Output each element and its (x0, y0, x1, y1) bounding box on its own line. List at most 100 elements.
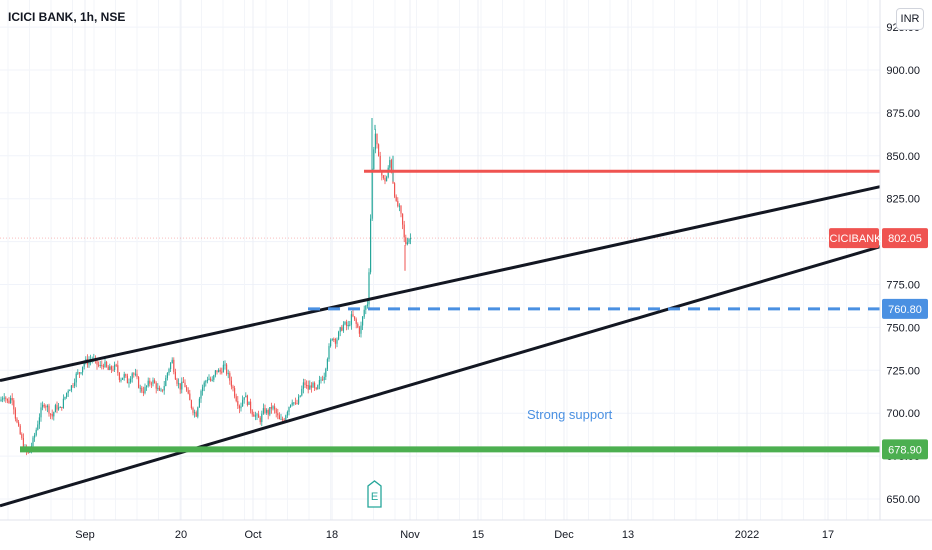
candle-body (328, 346, 330, 360)
candle-body (50, 413, 52, 415)
candle-body (334, 338, 336, 344)
candle-body (11, 398, 13, 401)
candle-body (203, 382, 205, 388)
currency-badge[interactable]: INR (896, 8, 924, 30)
candle-body (290, 404, 292, 408)
candle-body (142, 391, 144, 393)
candle-body (259, 417, 261, 423)
candle-body (309, 385, 311, 390)
candle-body (302, 382, 304, 389)
candle-body (306, 385, 308, 387)
candle-body (54, 405, 56, 413)
grid (0, 0, 880, 520)
candle-body (322, 379, 324, 381)
channel-upper-line (0, 185, 881, 383)
candle-body (318, 380, 320, 386)
candle-body (80, 372, 82, 374)
time-tick-label: 18 (326, 529, 338, 541)
candle-body (288, 407, 290, 412)
candle-body (21, 434, 23, 439)
candle-body (147, 380, 149, 386)
candle-body (277, 413, 279, 416)
candle-body (238, 405, 240, 409)
candle-body (258, 414, 260, 418)
candle-body (150, 383, 152, 385)
candle-body (192, 407, 194, 413)
candle-body (325, 368, 327, 377)
candle-body (75, 373, 77, 383)
price-tick-label: 650.00 (886, 494, 920, 506)
candle-body (56, 405, 58, 410)
candle-body (197, 407, 199, 417)
candle-body (77, 372, 79, 374)
candle-body (138, 377, 140, 388)
candle-body (349, 324, 351, 326)
candle-body (408, 239, 410, 243)
time-tick-label: 17 (822, 529, 834, 541)
candle-body (42, 404, 44, 408)
candle-body (368, 272, 370, 305)
candle-body (134, 373, 136, 375)
candle-body (118, 372, 120, 380)
candle-body (234, 388, 236, 397)
candle-body (131, 373, 133, 379)
candle-body (0, 399, 2, 402)
candle-body (245, 395, 247, 398)
candle-body (362, 316, 364, 326)
candle-body (307, 385, 309, 390)
earnings-icon[interactable] (367, 480, 382, 508)
candle-body (250, 401, 252, 411)
candle-body (282, 418, 284, 420)
candle-body (51, 414, 53, 417)
candle-body (240, 406, 242, 409)
candle-body (229, 373, 231, 381)
candle-body (112, 369, 114, 371)
candle-body (5, 397, 7, 399)
candle-body (333, 338, 335, 340)
candle-body (46, 405, 48, 408)
price-tick-label: 825.00 (886, 194, 920, 206)
candle-body (395, 196, 397, 201)
candle-body (394, 183, 396, 197)
candle-body (43, 404, 45, 407)
support-annotation: Strong support (527, 407, 613, 422)
candle-body (402, 213, 404, 225)
candle-body (155, 383, 157, 389)
candle-body (107, 366, 109, 371)
candle-body (317, 385, 319, 390)
candle-body (3, 397, 5, 399)
candle-body (224, 364, 226, 366)
candle-body (262, 408, 264, 414)
candle-body (379, 155, 381, 172)
support-price-tag-bg (882, 439, 928, 460)
candle-body (195, 412, 197, 417)
candle-body (267, 409, 269, 415)
candle-body (125, 374, 127, 376)
candle-body (323, 376, 325, 381)
candle-body (280, 418, 282, 420)
breakout-price-tag-bg (882, 298, 928, 319)
candle-body (291, 402, 293, 405)
candle-body (106, 361, 108, 367)
candle-body (69, 390, 71, 392)
candle-body (235, 396, 237, 402)
time-tick-label: Dec (554, 529, 574, 541)
candle-body (246, 395, 248, 405)
candle-body (109, 366, 111, 371)
candle-body (347, 324, 349, 327)
candle-body (253, 414, 255, 417)
support-price-tag-text: 678.90 (888, 444, 922, 456)
candle-body (66, 392, 68, 397)
candle-body (200, 391, 202, 399)
candle-body (115, 364, 117, 366)
candle-body (331, 338, 333, 341)
candle-body (310, 385, 312, 388)
candle-body (354, 316, 356, 320)
candle-body (315, 387, 317, 390)
candle-body (136, 373, 138, 378)
candle-body (102, 365, 104, 368)
candle-body (110, 366, 112, 370)
candle-body (326, 359, 328, 369)
candle-body (34, 435, 36, 438)
candle-body (352, 314, 354, 317)
